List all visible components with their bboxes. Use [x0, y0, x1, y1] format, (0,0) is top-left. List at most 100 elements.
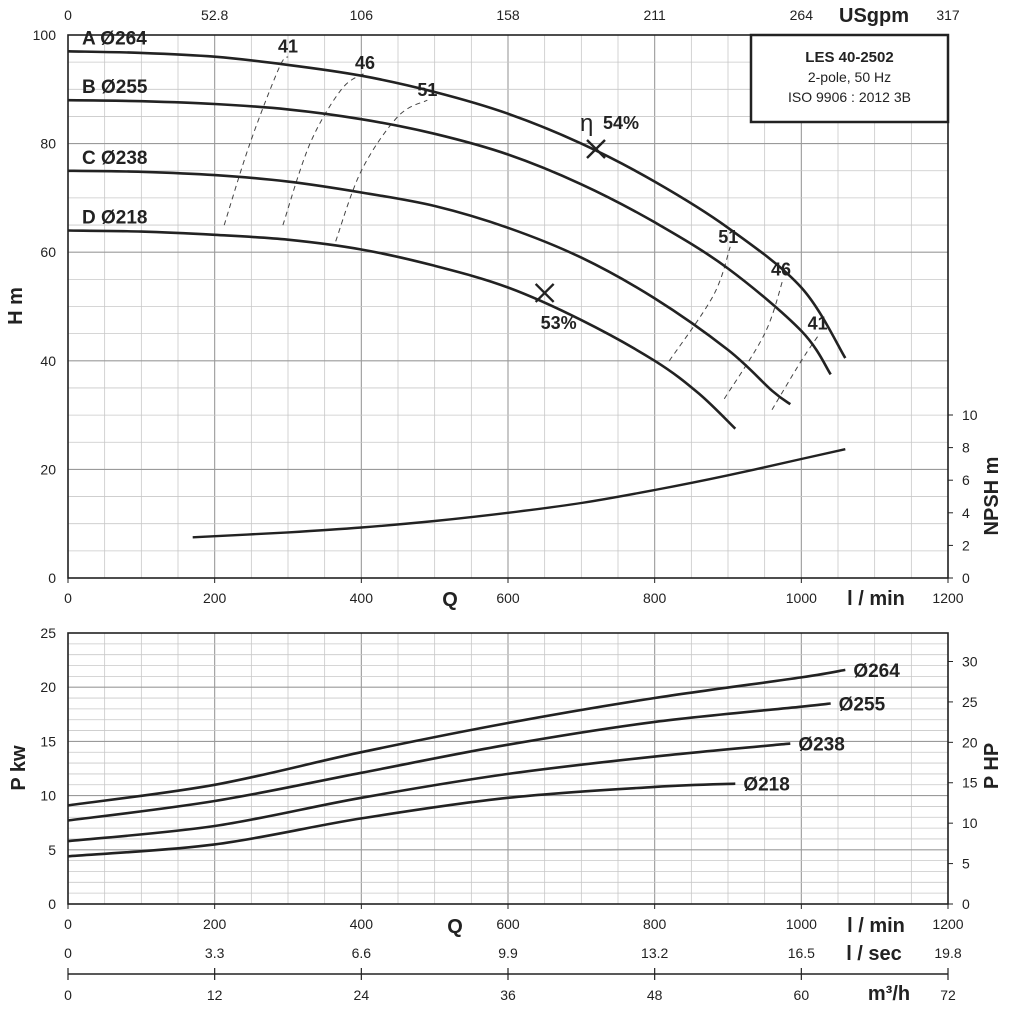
top-axis-tick-label: 106 [350, 7, 374, 23]
head-curve-d-218 [67, 229, 737, 430]
efficiency-label-left: 41 [278, 37, 298, 57]
y2-axis-label: NPSH m [981, 457, 1003, 536]
y-tick-label: 20 [40, 461, 56, 477]
info-box-line2: ISO 9906 : 2012 3B [788, 89, 911, 105]
m3h-tick-label: 36 [500, 987, 516, 1003]
bep-label: 54% [603, 113, 639, 133]
lsec-tick-label: 13.2 [641, 945, 668, 961]
efficiency-isoline-left-46 [282, 72, 366, 226]
head-curve-c-238 [67, 169, 792, 406]
power-curve-label: Ø238 [798, 735, 844, 756]
y2-tick-label: 15 [962, 775, 978, 791]
m3h-tick-label: 24 [354, 987, 370, 1003]
power-curve-label: Ø255 [839, 694, 886, 715]
y2-tick-label: 30 [962, 653, 978, 669]
y2-tick-label: 8 [962, 440, 970, 456]
y-tick-label: 5 [48, 842, 56, 858]
power-curve-264 [67, 668, 846, 807]
x-axis-label: Q [442, 589, 458, 611]
y-tick-label: 0 [48, 570, 56, 586]
lsec-tick-label: 19.8 [934, 945, 961, 961]
m3h-tick-label: 12 [207, 987, 223, 1003]
top-axis-tick-label: 0 [64, 7, 72, 23]
head-curve-label: D Ø218 [82, 207, 147, 228]
x-tick-label: 1000 [786, 590, 817, 606]
x-tick-label: 400 [350, 590, 374, 606]
head-curve-label: C Ø238 [82, 148, 147, 169]
x-axis-unit: l / min [847, 588, 905, 610]
efficiency-label-left: 46 [355, 53, 375, 73]
info-box-line1: 2-pole, 50 Hz [808, 69, 891, 85]
x-tick-label: 600 [496, 590, 520, 606]
efficiency-isoline-right-46 [723, 279, 784, 400]
lsec-tick-label: 6.6 [352, 945, 372, 961]
x-tick-label: 1200 [932, 916, 963, 932]
efficiency-isoline-left-41 [223, 56, 289, 226]
top-axis-tick-label: 158 [496, 7, 520, 23]
power-curve-label: Ø264 [853, 661, 900, 682]
m3h-tick-label: 48 [647, 987, 663, 1003]
x-tick-label: 1200 [932, 590, 963, 606]
y2-tick-label: 2 [962, 537, 970, 553]
y2-tick-label: 4 [962, 505, 970, 521]
info-box: LES 40-2502 2-pole, 50 Hz ISO 9906 : 201… [749, 33, 950, 124]
y-tick-label: 25 [40, 625, 56, 641]
y-tick-label: 20 [40, 679, 56, 695]
top-axis-tick-label: 52.8 [201, 7, 228, 23]
efficiency-label-right: 51 [718, 227, 738, 247]
head-curve-label: A Ø264 [82, 28, 147, 49]
bep-label: 53% [541, 313, 577, 333]
y2-tick-label: 20 [962, 734, 978, 750]
y-tick-label: 10 [40, 788, 56, 804]
y2-tick-label: 10 [962, 815, 978, 831]
y-axis-label: H m [5, 287, 27, 325]
x-tick-label: 0 [64, 590, 72, 606]
info-box-frame [749, 33, 950, 124]
y2-axis-label: P HP [981, 743, 1003, 789]
head-curve-b-255 [67, 98, 832, 376]
y-axis-label: P kw [8, 745, 30, 791]
y2-tick-label: 0 [962, 570, 970, 586]
y2-tick-label: 10 [962, 407, 978, 423]
y-tick-label: 15 [40, 733, 56, 749]
top-axis-tick-label: 317 [936, 7, 960, 23]
info-box-model: LES 40-2502 [805, 49, 893, 66]
lsec-tick-label: 3.3 [205, 945, 225, 961]
y-tick-label: 60 [40, 244, 56, 260]
power-curve-238 [67, 742, 791, 843]
m3h-tick-label: 0 [64, 987, 72, 1003]
lsec-axis-unit: l / sec [846, 943, 902, 965]
top-axis-tick-label: 211 [644, 7, 667, 23]
x-tick-label: 400 [350, 916, 374, 932]
x-tick-label: 1000 [786, 916, 817, 932]
y-tick-label: 0 [48, 896, 56, 912]
y-tick-label: 40 [40, 353, 56, 369]
bep-marker-stroke [586, 139, 606, 159]
y2-tick-label: 25 [962, 694, 978, 710]
x-tick-label: 0 [64, 916, 72, 932]
head-curve-a-264 [67, 50, 847, 359]
y-tick-label: 80 [40, 136, 56, 152]
power-curve-218 [67, 782, 736, 858]
x-tick-label: 600 [496, 916, 520, 932]
efficiency-isoline-right-51 [668, 246, 731, 362]
head-curve-label: B Ø255 [82, 77, 148, 98]
x-axis-unit: l / min [847, 915, 905, 937]
x-tick-label: 800 [643, 590, 667, 606]
y2-tick-label: 0 [962, 896, 970, 912]
npsh-curve [192, 448, 846, 539]
power-curve-255 [67, 702, 831, 822]
x-tick-label: 200 [203, 590, 227, 606]
bep-marker-stroke [534, 283, 555, 303]
m3h-axis-unit: m³/h [868, 983, 910, 1005]
y2-tick-label: 6 [962, 472, 970, 488]
y-tick-label: 100 [33, 27, 57, 43]
m3h-tick-label: 72 [940, 987, 956, 1003]
lsec-tick-label: 9.9 [498, 945, 518, 961]
top-axis-unit: USgpm [839, 5, 909, 27]
power-curve-label: Ø218 [743, 775, 789, 796]
efficiency-isoline-right-41 [771, 333, 821, 410]
